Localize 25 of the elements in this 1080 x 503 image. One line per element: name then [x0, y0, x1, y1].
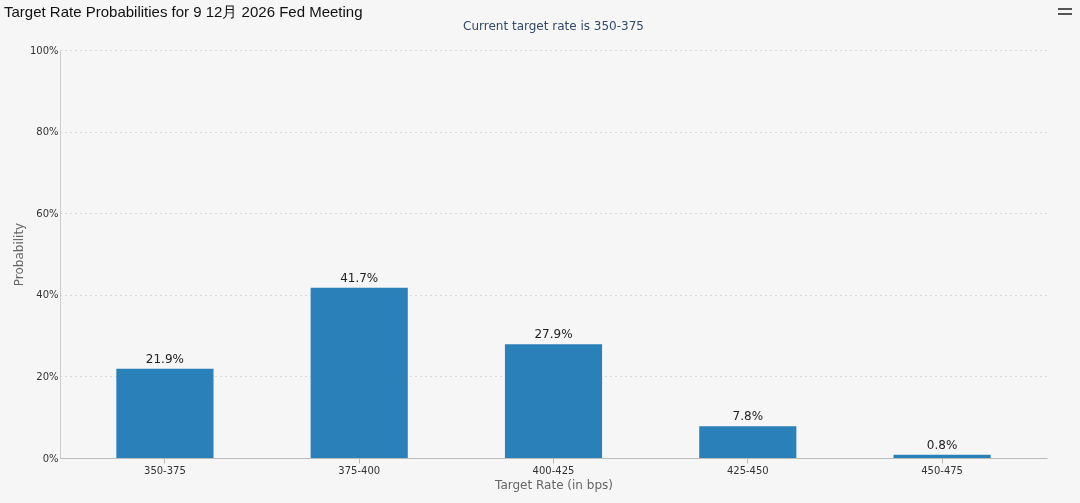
bar — [310, 287, 408, 458]
data-label: 41.7% — [340, 270, 379, 285]
y-tick-label: 100% — [29, 44, 59, 56]
y-tick-label: 20% — [36, 370, 59, 382]
y-tick-label: 80% — [36, 126, 59, 138]
y-tick-label: 0% — [42, 452, 59, 464]
bar — [699, 426, 797, 458]
data-label: 7.8% — [732, 409, 764, 424]
data-label: 27.9% — [534, 327, 573, 342]
chart-subtitle: Current target rate is 350-375 — [463, 19, 644, 33]
bar — [893, 454, 991, 458]
data-label: 21.9% — [145, 351, 184, 366]
chart-title: Target Rate Probabilities for 9 12月 2026 Fed Meeting — [4, 3, 363, 21]
bar — [116, 368, 214, 458]
data-label: 0.8% — [926, 437, 958, 452]
y-tick-label: 40% — [36, 289, 59, 301]
x-axis-title: Target Rate (in bps) — [494, 477, 613, 492]
x-tick-label: 450-475 — [921, 464, 963, 476]
bar — [504, 344, 603, 458]
x-tick-label: 400-425 — [532, 464, 575, 476]
x-tick-label: 375-400 — [338, 464, 381, 476]
y-axis-title: Probability — [11, 222, 26, 287]
x-tick-label: 425-450 — [726, 464, 769, 476]
y-tick-label: 60% — [36, 207, 59, 219]
x-tick-label: 350-375 — [144, 464, 186, 476]
